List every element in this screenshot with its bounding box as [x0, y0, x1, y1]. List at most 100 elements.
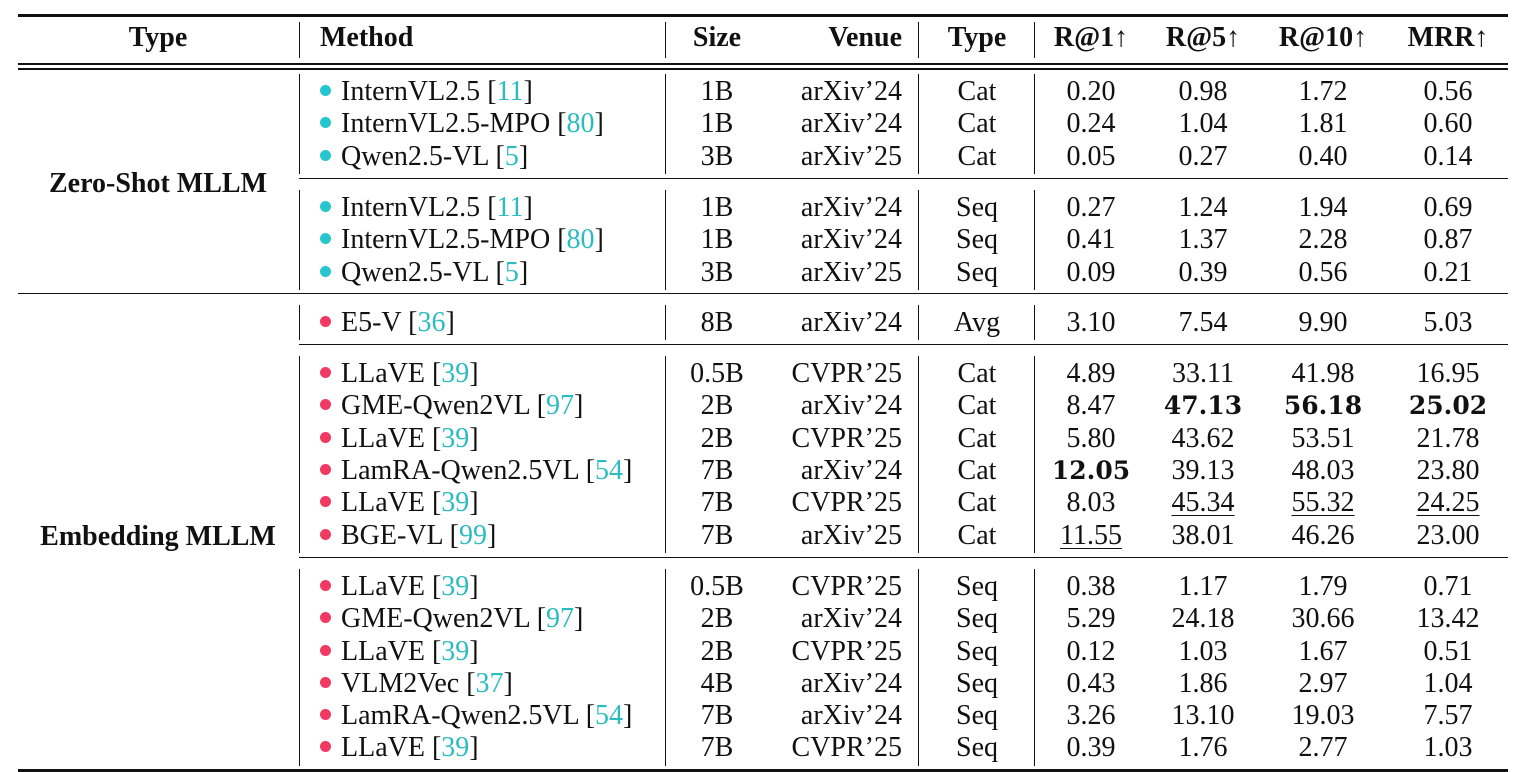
cell-mrr: 16.95 [1392, 358, 1504, 390]
value-venue: arXiv’25 [800, 256, 902, 288]
citation-link[interactable]: 39 [441, 487, 470, 519]
cell-mrr: 0.60 [1392, 108, 1504, 140]
cell-r1: 12.05 [1036, 455, 1146, 487]
value-r5: 1.17 [1178, 570, 1228, 602]
value-type: Seq [956, 603, 998, 635]
value-venue: arXiv’24 [800, 667, 902, 699]
method-name: E5-V [341, 306, 402, 338]
method-cell: LamRA-Qwen2.5VL [54] [320, 455, 632, 487]
citation-link[interactable]: 39 [441, 732, 470, 764]
cell-venue: arXiv’24 [770, 224, 902, 256]
method-name: LamRA-Qwen2.5VL [341, 700, 579, 732]
citation-link[interactable]: 54 [595, 700, 624, 732]
value-type: Cat [957, 76, 997, 107]
column-divider [299, 74, 300, 174]
value-r10: 19.03 [1291, 700, 1355, 732]
value-mrr: 0.87 [1423, 224, 1473, 256]
header-r1: R@1↑ [1053, 22, 1129, 53]
cell-r1: 8.47 [1036, 390, 1146, 422]
citation-link[interactable]: 11 [496, 191, 524, 223]
cell-r5: 13.10 [1148, 700, 1258, 732]
value-r1: 5.80 [1066, 422, 1116, 454]
citation-link[interactable]: 80 [566, 108, 595, 140]
value-r1: 11.55 [1060, 519, 1122, 551]
cell-venue: CVPR’25 [770, 636, 902, 668]
cell-type: Cat [920, 390, 1034, 422]
bullet-dot-icon [320, 709, 331, 721]
value-type: Cat [957, 487, 997, 519]
cell-r10: 46.26 [1262, 520, 1384, 552]
citation-link[interactable]: 5 [504, 256, 519, 288]
cell-type: Seq [920, 603, 1034, 635]
cell-r5: 1.86 [1148, 668, 1258, 700]
column-divider [665, 74, 666, 174]
value-venue: CVPR’25 [791, 570, 902, 602]
value-mrr: 0.14 [1423, 140, 1473, 172]
column-divider [1034, 22, 1035, 58]
citation-link[interactable]: 11 [496, 76, 524, 107]
citation-link[interactable]: 39 [441, 358, 470, 390]
cell-size: 1B [668, 76, 766, 108]
citation-link[interactable]: 36 [417, 306, 446, 338]
bullet-dot-icon [320, 399, 331, 411]
header-type: Type [128, 22, 188, 53]
cell-r5: 24.18 [1148, 603, 1258, 635]
cell-size: 1B [668, 108, 766, 140]
value-mrr: 25.02 [1408, 391, 1488, 421]
citation-link[interactable]: 80 [566, 224, 595, 256]
cell-r10: 41.98 [1262, 358, 1384, 390]
value-r1: 0.20 [1066, 76, 1116, 107]
value-mrr: 24.25 [1416, 487, 1480, 519]
value-r1: 8.03 [1066, 487, 1116, 519]
citation-link[interactable]: 99 [458, 519, 487, 551]
method-name: VLM2Vec [341, 667, 460, 699]
value-size: 7B [700, 732, 734, 764]
method-cell: VLM2Vec [37] [320, 668, 513, 700]
method-cell: LLaVE [39] [320, 636, 479, 668]
cell-r5: 0.98 [1148, 76, 1258, 108]
cell-venue: arXiv’24 [770, 76, 902, 108]
cell-r1: 3.10 [1036, 307, 1146, 339]
method-cell: Qwen2.5-VL [5] [320, 141, 528, 173]
cell-type: Cat [920, 520, 1034, 552]
cell-r1: 5.29 [1036, 603, 1146, 635]
value-mrr: 7.57 [1423, 700, 1473, 732]
value-r5: 0.98 [1178, 76, 1228, 107]
citation-link[interactable]: 39 [441, 570, 470, 602]
value-r5: 7.54 [1178, 306, 1228, 338]
value-mrr: 13.42 [1416, 603, 1480, 635]
cell-r10: 0.56 [1262, 257, 1384, 289]
citation-link[interactable]: 39 [441, 422, 470, 454]
cell-type: Cat [920, 455, 1034, 487]
method-name: LLaVE [341, 570, 425, 602]
cell-size: 1B [668, 224, 766, 256]
cell-venue: arXiv’24 [770, 700, 902, 732]
value-size: 8B [700, 306, 734, 338]
bullet-dot-icon [320, 431, 331, 443]
value-mrr: 23.80 [1416, 455, 1480, 486]
column-divider [918, 22, 919, 58]
method-name: LLaVE [341, 422, 425, 454]
column-divider [1034, 189, 1035, 290]
method-cell: GME-Qwen2VL [97] [320, 390, 583, 422]
cell-venue: arXiv’24 [770, 603, 902, 635]
citation-link[interactable]: 5 [504, 140, 519, 172]
cell-r10: 2.28 [1262, 224, 1384, 256]
citation-link[interactable]: 37 [475, 667, 504, 699]
citation-link[interactable]: 97 [546, 603, 575, 635]
cell-r1: 0.09 [1036, 257, 1146, 289]
citation-link[interactable]: 97 [546, 390, 575, 422]
citation-link[interactable]: 54 [595, 455, 624, 486]
value-venue: CVPR’25 [791, 732, 902, 764]
cell-r10: 1.79 [1262, 571, 1384, 603]
header-mrr: MRR↑ [1407, 22, 1489, 53]
value-mrr: 0.60 [1423, 108, 1473, 140]
value-r10: 1.81 [1298, 108, 1348, 140]
cell-r10: 53.51 [1262, 423, 1384, 455]
citation-link[interactable]: 39 [441, 635, 470, 667]
cell-mrr: 24.25 [1392, 487, 1504, 519]
bullet-dot-icon [320, 233, 331, 245]
cell-size: 2B [668, 636, 766, 668]
cell-venue: arXiv’25 [770, 141, 902, 173]
value-r5: 38.01 [1171, 519, 1235, 551]
